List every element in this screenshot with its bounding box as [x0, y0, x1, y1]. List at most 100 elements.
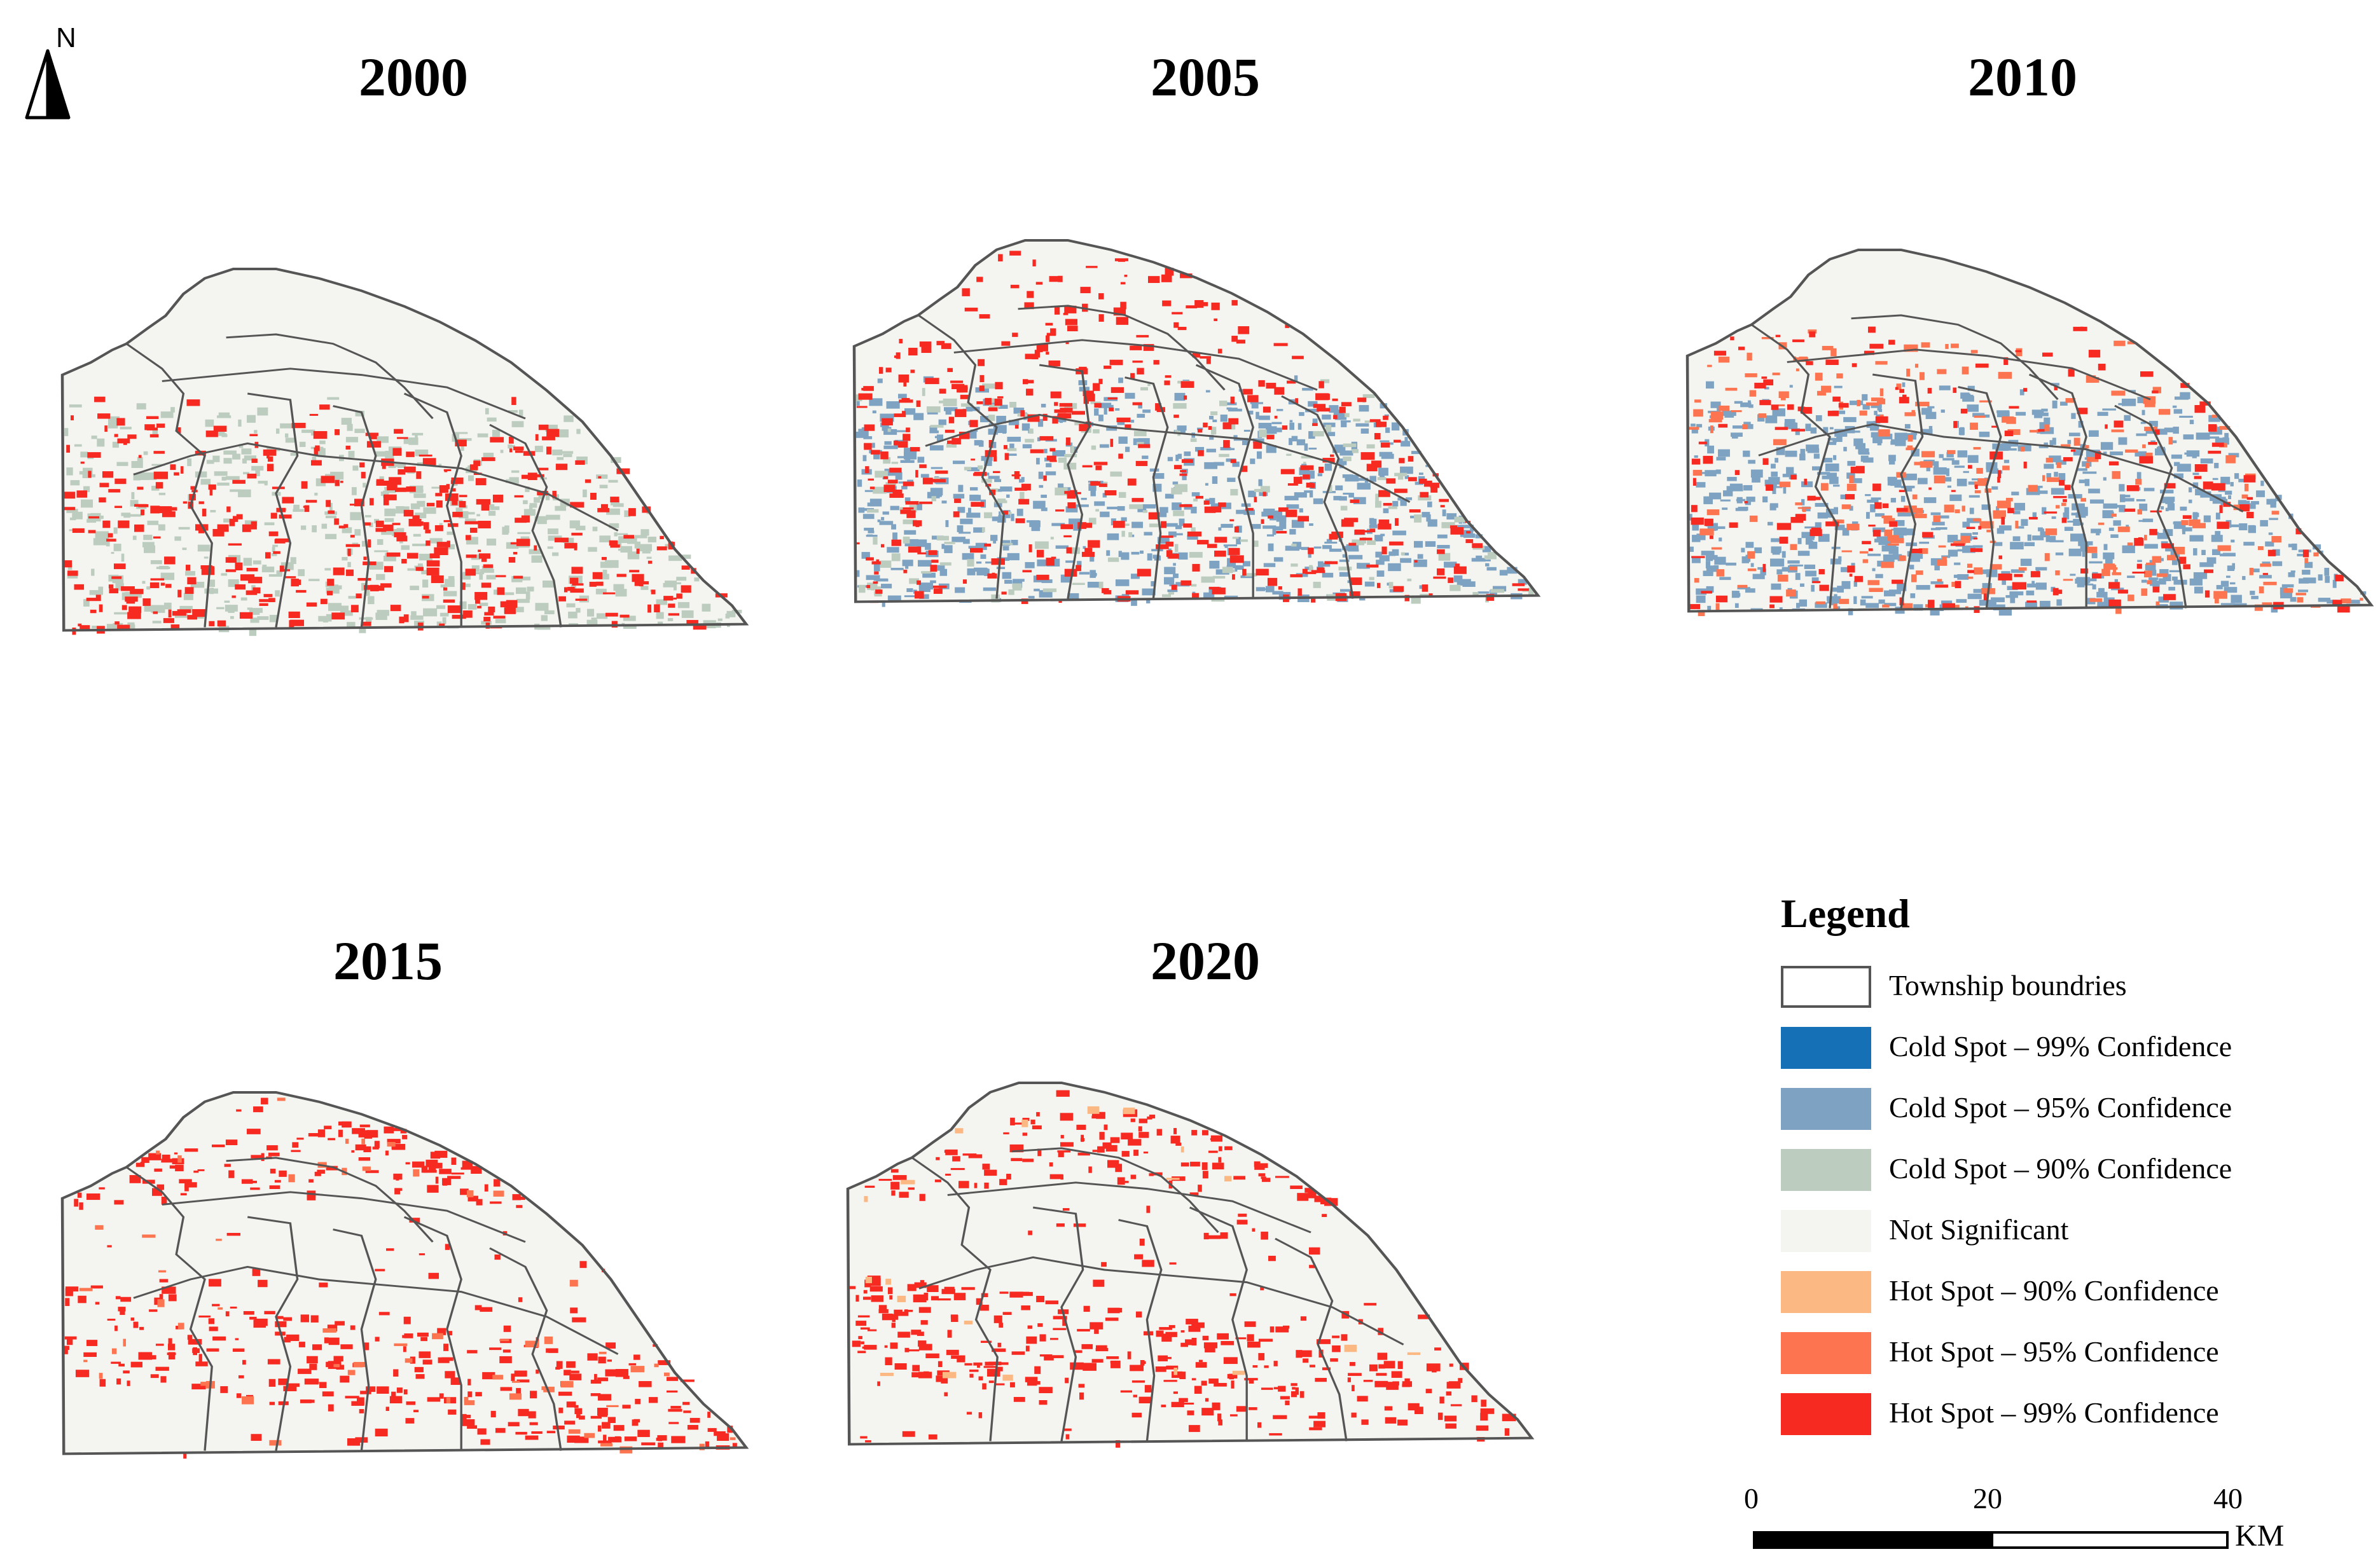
pixel-patch — [285, 437, 295, 443]
pixel-patch — [1088, 540, 1100, 548]
pixel-patch — [64, 428, 69, 436]
pixel-patch — [1806, 444, 1819, 451]
pixel-patch — [370, 584, 379, 591]
pixel-patch — [951, 383, 965, 390]
pixel-patch — [872, 410, 876, 414]
pixel-patch — [1098, 581, 1104, 589]
pixel-patch — [1823, 427, 1829, 434]
pixel-patch — [2080, 544, 2089, 552]
pixel-patch — [249, 628, 257, 636]
pixel-patch — [942, 1372, 957, 1379]
pixel-patch — [1165, 541, 1173, 547]
pixel-patch — [81, 499, 93, 508]
pixel-patch — [904, 408, 916, 415]
legend-label: Cold Spot – 95% Confidence — [1889, 1091, 2232, 1124]
pixel-patch — [377, 436, 389, 443]
pixel-patch — [1882, 604, 1890, 608]
pixel-patch — [212, 1336, 226, 1341]
pixel-patch — [390, 605, 401, 612]
pixel-patch — [1306, 483, 1313, 488]
pixel-patch — [1035, 282, 1043, 285]
pixel-patch — [1250, 458, 1256, 464]
pixel-patch — [1341, 1334, 1348, 1341]
pixel-patch — [2156, 573, 2168, 577]
pixel-patch — [2203, 481, 2213, 490]
pixel-patch — [308, 579, 320, 581]
legend-label: Cold Spot – 99% Confidence — [1889, 1030, 2232, 1063]
pixel-patch — [552, 552, 559, 556]
pixel-patch — [996, 415, 1006, 423]
pixel-patch — [1472, 543, 1483, 548]
pixel-patch — [1257, 1163, 1268, 1168]
pixel-patch — [1234, 526, 1240, 533]
pixel-patch — [2063, 457, 2073, 462]
pixel-patch — [714, 1431, 726, 1436]
legend-label: Hot Spot – 95% Confidence — [1889, 1335, 2219, 1368]
pixel-patch — [520, 576, 531, 581]
pixel-patch — [2084, 479, 2090, 486]
pixel-patch — [1418, 495, 1432, 501]
pixel-patch — [1314, 1195, 1322, 1202]
pixel-patch — [2015, 520, 2019, 529]
pixel-patch — [1849, 505, 1853, 511]
pixel-patch — [2228, 453, 2239, 458]
pixel-patch — [466, 1190, 474, 1197]
pixel-patch — [1322, 572, 1334, 578]
pixel-patch — [1947, 450, 1956, 455]
pixel-patch — [1830, 558, 1841, 565]
pixel-patch — [566, 603, 576, 608]
pixel-patch — [1504, 1428, 1510, 1436]
township-boundary — [1275, 1237, 1348, 1441]
pixel-patch — [384, 518, 394, 522]
pixel-patch — [1158, 1355, 1168, 1361]
pixel-patch — [1212, 476, 1218, 484]
pixel-patch — [1375, 422, 1387, 427]
pixel-patch — [329, 502, 333, 511]
pixel-patch — [1060, 1142, 1074, 1147]
pixel-patch — [2112, 572, 2121, 575]
pixel-patch — [387, 1139, 401, 1144]
pixel-patch — [1142, 1260, 1154, 1267]
pixel-patch — [571, 584, 576, 589]
pixel-patch — [918, 582, 934, 590]
pixel-patch — [1309, 1265, 1315, 1269]
pixel-patch — [960, 394, 969, 399]
pixel-patch — [707, 1427, 717, 1432]
pixel-patch — [988, 407, 998, 411]
pixel-patch — [2206, 557, 2217, 564]
pixel-patch — [1861, 596, 1873, 599]
pixel-patch — [1313, 498, 1324, 504]
pixel-patch — [1095, 509, 1099, 512]
pixel-patch — [153, 451, 165, 454]
pixel-patch — [558, 1391, 572, 1396]
pixel-patch — [535, 434, 539, 441]
pixel-patch — [611, 457, 621, 464]
pixel-patch — [1296, 439, 1306, 446]
pixel-patch — [212, 455, 220, 462]
pixel-patch — [873, 581, 878, 584]
pixel-patch — [2292, 543, 2297, 551]
pixel-patch — [2268, 532, 2273, 535]
pixel-patch — [1167, 457, 1173, 462]
pixel-patch — [2056, 505, 2060, 509]
pixel-patch — [1339, 560, 1350, 562]
pixel-patch — [1261, 1387, 1273, 1390]
pixel-patch — [1309, 1427, 1322, 1431]
pixel-patch — [1906, 368, 1911, 377]
pixel-patch — [2211, 535, 2223, 542]
pixel-patch — [929, 430, 939, 434]
pixel-patch — [2038, 429, 2045, 432]
pixel-patch — [1167, 589, 1178, 593]
pixel-patch — [304, 505, 310, 512]
pixel-patch — [616, 468, 630, 474]
pixel-patch — [982, 383, 997, 389]
pixel-patch — [1998, 574, 2012, 581]
pixel-patch — [1752, 477, 1761, 483]
pixel-patch — [2086, 546, 2098, 553]
pixel-patch — [146, 586, 151, 590]
pixel-patch — [1062, 1318, 1067, 1326]
pixel-patch — [1096, 1111, 1105, 1119]
pixel-patch — [151, 464, 165, 466]
pixel-patch — [2082, 549, 2086, 557]
pixel-patch — [1021, 1119, 1028, 1127]
